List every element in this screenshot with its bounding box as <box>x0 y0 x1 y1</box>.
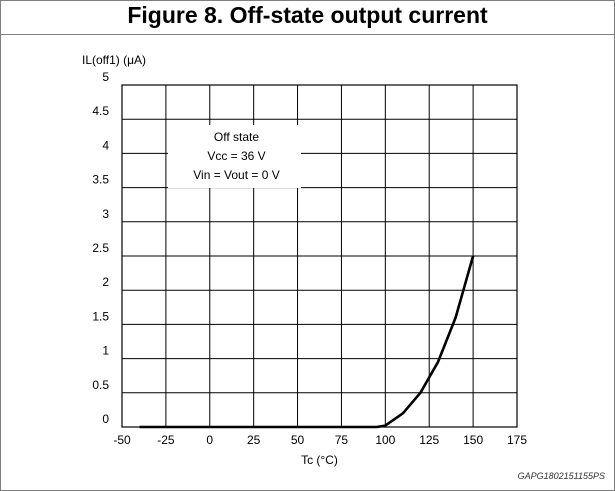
x-axis-label: Tc (°C) <box>301 453 338 467</box>
y-tick-label: 4.5 <box>92 104 109 118</box>
figure-code: GAPG1802151155PS <box>517 471 605 481</box>
x-tick-label: -50 <box>113 433 131 447</box>
x-tick-label: 175 <box>507 433 527 447</box>
x-tick-label: 100 <box>375 433 395 447</box>
y-axis-label: IL(off1) (μA) <box>82 53 146 67</box>
x-tick-label: 50 <box>291 433 305 447</box>
x-tick-label: 125 <box>419 433 439 447</box>
y-tick-label: 0 <box>102 412 109 426</box>
x-tick-label: -25 <box>157 433 175 447</box>
x-tick-label: 25 <box>247 433 261 447</box>
chart-annotation: Off state Vcc = 36 V Vin = Vout = 0 V <box>168 125 301 188</box>
chart-grid <box>121 84 518 428</box>
x-tick-label: 150 <box>463 433 483 447</box>
chart-ticks: -50 -25 0 25 50 75 100 125 150 175 0 0.5 1 1.5 2 2.5 3 3.… <box>92 70 527 447</box>
annotation-line: Vin = Vout = 0 V <box>193 168 280 182</box>
x-tick-label: 75 <box>335 433 349 447</box>
y-tick-label: 3 <box>102 207 109 221</box>
y-tick-label: 1.5 <box>92 309 109 323</box>
annotation-box <box>168 125 301 188</box>
y-tick-label: 4 <box>102 138 109 152</box>
y-tick-label: 5 <box>102 70 109 84</box>
annotation-line: Off state <box>214 130 259 144</box>
y-tick-label: 2.5 <box>92 241 109 255</box>
y-tick-label: 2 <box>102 275 109 289</box>
x-tick-label: 0 <box>206 433 213 447</box>
chart-series <box>139 255 475 429</box>
y-tick-label: 3.5 <box>92 173 109 187</box>
title-divider <box>0 34 615 35</box>
figure-title: Figure 8. Off-state output current <box>127 2 488 28</box>
series-line <box>139 255 475 429</box>
annotation-line: Vcc = 36 V <box>207 149 265 163</box>
y-tick-label: 0.5 <box>92 378 109 392</box>
y-tick-label: 1 <box>102 344 109 358</box>
